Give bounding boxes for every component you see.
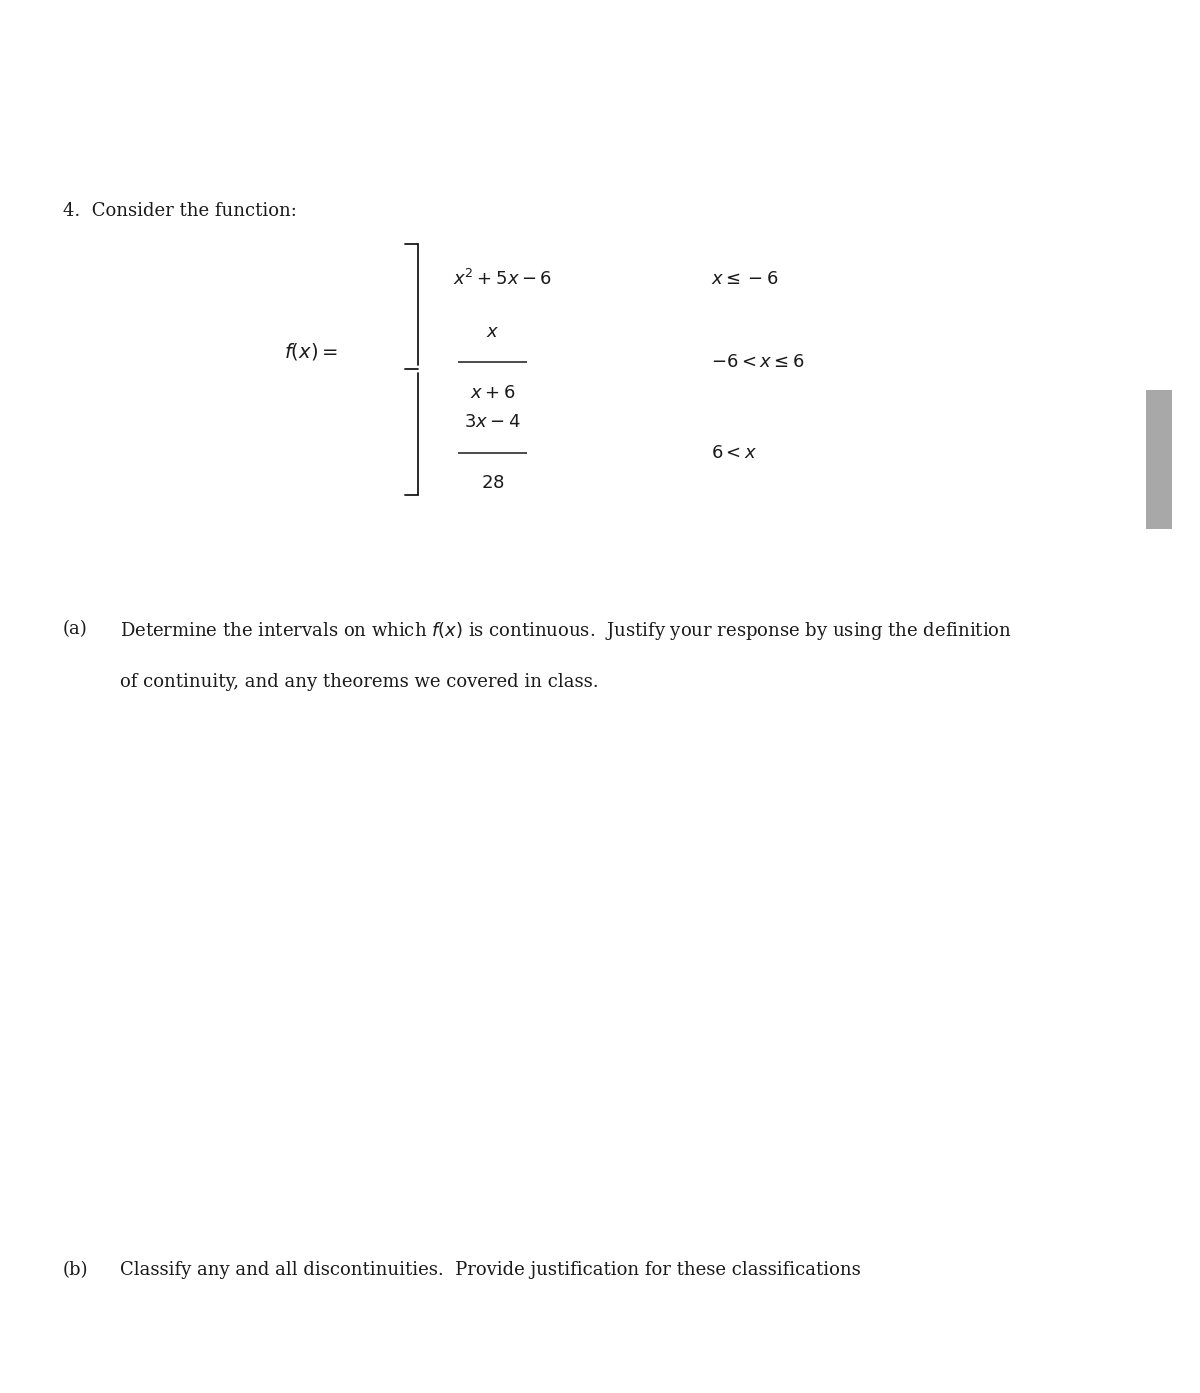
Text: $3x - 4$: $3x - 4$ <box>464 414 521 430</box>
Text: of continuity, and any theorems we covered in class.: of continuity, and any theorems we cover… <box>120 673 599 691</box>
Text: $f(x) =$: $f(x) =$ <box>284 341 338 362</box>
Text: $x^2 + 5x - 6$: $x^2 + 5x - 6$ <box>452 269 552 288</box>
Text: Determine the intervals on which $f(x)$ is continuous.  Justify your response by: Determine the intervals on which $f(x)$ … <box>120 620 1013 642</box>
Text: Classify any and all discontinuities.  Provide justification for these classific: Classify any and all discontinuities. Pr… <box>120 1261 862 1279</box>
Text: $-6 < x \leq 6$: $-6 < x \leq 6$ <box>710 354 804 371</box>
Text: $6 < x$: $6 < x$ <box>710 444 757 461</box>
Text: $28$: $28$ <box>481 475 505 492</box>
Text: (b): (b) <box>64 1261 89 1279</box>
Text: 4.  Consider the function:: 4. Consider the function: <box>64 202 296 220</box>
Text: (a): (a) <box>64 620 88 638</box>
Text: $x$: $x$ <box>486 323 499 340</box>
Text: $x + 6$: $x + 6$ <box>470 384 516 401</box>
Text: $x \leq -6$: $x \leq -6$ <box>710 270 778 287</box>
Bar <box>1146 390 1172 529</box>
